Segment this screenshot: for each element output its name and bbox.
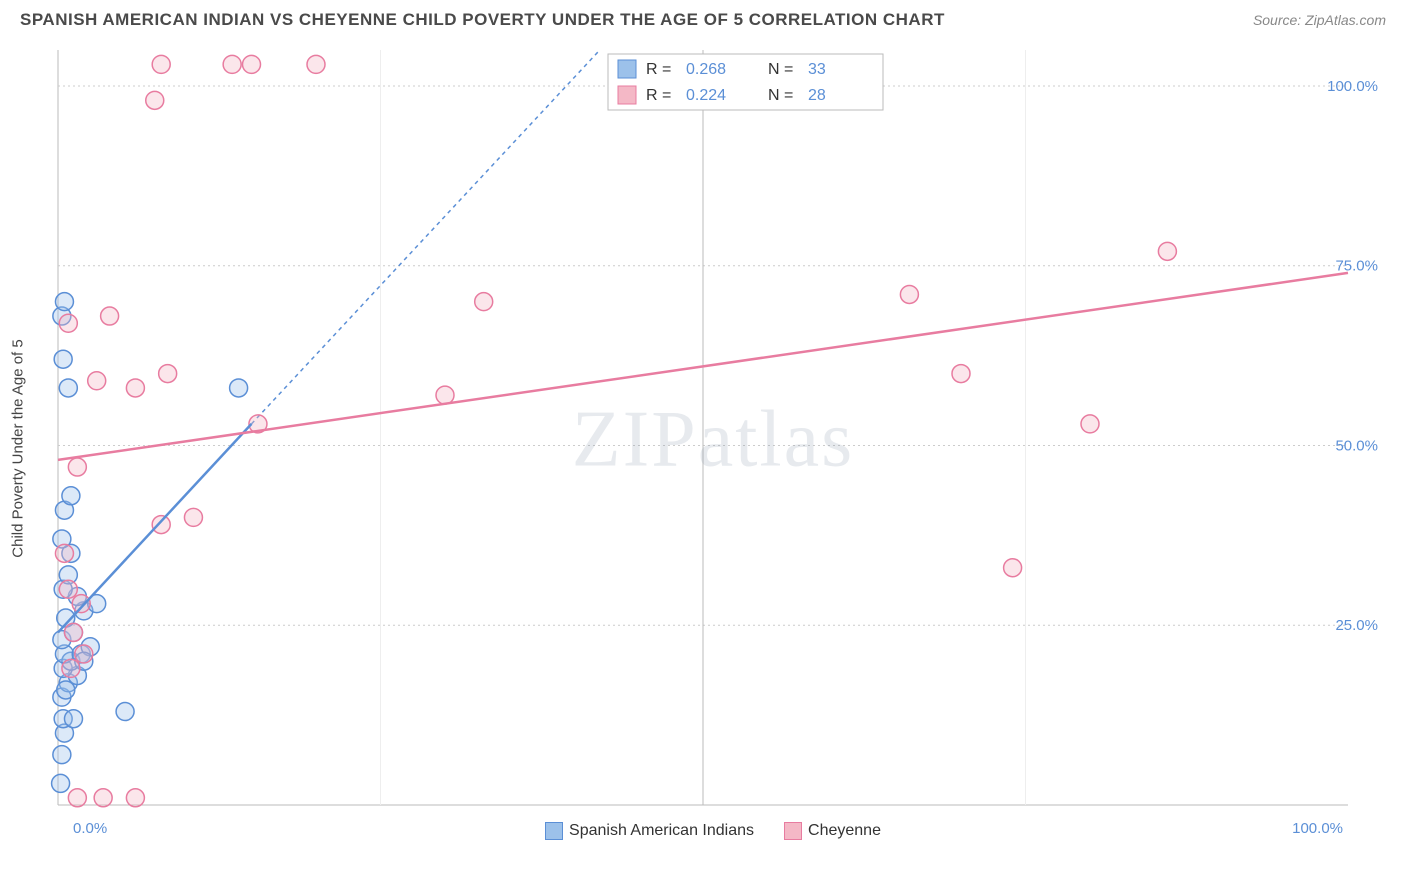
trend-line-extrapolated bbox=[252, 50, 600, 424]
data-point bbox=[94, 789, 112, 807]
data-point bbox=[126, 789, 144, 807]
data-point bbox=[1158, 242, 1176, 260]
chart-container: Child Poverty Under the Age of 5 25.0%50… bbox=[48, 40, 1378, 840]
data-point bbox=[55, 544, 73, 562]
chart-source: Source: ZipAtlas.com bbox=[1253, 12, 1386, 28]
y-tick-label: 75.0% bbox=[1335, 258, 1378, 275]
data-point bbox=[62, 659, 80, 677]
data-point bbox=[184, 508, 202, 526]
stats-r-label: R = bbox=[646, 61, 671, 78]
data-point bbox=[307, 55, 325, 73]
data-point bbox=[436, 386, 454, 404]
data-point bbox=[57, 681, 75, 699]
data-point bbox=[59, 580, 77, 598]
stats-r-value: 0.268 bbox=[686, 61, 726, 78]
scatter-plot: 25.0%50.0%75.0%100.0%0.0%100.0%R =0.268N… bbox=[48, 40, 1378, 840]
data-point bbox=[475, 293, 493, 311]
data-point bbox=[230, 379, 248, 397]
data-point bbox=[952, 365, 970, 383]
stats-r-label: R = bbox=[646, 87, 671, 104]
data-point bbox=[72, 595, 90, 613]
legend-swatch bbox=[545, 822, 563, 840]
chart-title: SPANISH AMERICAN INDIAN VS CHEYENNE CHIL… bbox=[20, 10, 945, 30]
data-point bbox=[223, 55, 241, 73]
data-point bbox=[59, 379, 77, 397]
legend-swatch bbox=[618, 86, 636, 104]
legend-label: Cheyenne bbox=[808, 822, 881, 839]
stats-n-label: N = bbox=[768, 61, 793, 78]
legend: Spanish American Indians Cheyenne bbox=[48, 822, 1378, 840]
y-tick-label: 50.0% bbox=[1335, 437, 1378, 454]
data-point bbox=[64, 623, 82, 641]
data-point bbox=[152, 516, 170, 534]
legend-swatch bbox=[618, 60, 636, 78]
data-point bbox=[243, 55, 261, 73]
data-point bbox=[126, 379, 144, 397]
data-point bbox=[75, 645, 93, 663]
legend-item: Spanish American Indians bbox=[545, 822, 754, 840]
data-point bbox=[68, 458, 86, 476]
stats-n-label: N = bbox=[768, 87, 793, 104]
data-point bbox=[68, 789, 86, 807]
data-point bbox=[53, 746, 71, 764]
stats-r-value: 0.224 bbox=[686, 87, 726, 104]
y-axis-label: Child Poverty Under the Age of 5 bbox=[10, 339, 27, 557]
stats-n-value: 33 bbox=[808, 61, 826, 78]
data-point bbox=[62, 487, 80, 505]
y-tick-label: 100.0% bbox=[1327, 78, 1378, 95]
y-tick-label: 25.0% bbox=[1335, 617, 1378, 634]
data-point bbox=[54, 350, 72, 368]
data-point bbox=[146, 91, 164, 109]
legend-swatch bbox=[784, 822, 802, 840]
legend-item: Cheyenne bbox=[784, 822, 881, 840]
data-point bbox=[1081, 415, 1099, 433]
data-point bbox=[52, 774, 70, 792]
data-point bbox=[64, 710, 82, 728]
data-point bbox=[101, 307, 119, 325]
data-point bbox=[900, 285, 918, 303]
data-point bbox=[1004, 559, 1022, 577]
data-point bbox=[59, 314, 77, 332]
data-point bbox=[159, 365, 177, 383]
data-point bbox=[55, 293, 73, 311]
data-point bbox=[116, 703, 134, 721]
legend-label: Spanish American Indians bbox=[569, 822, 754, 839]
data-point bbox=[88, 372, 106, 390]
data-point bbox=[152, 55, 170, 73]
stats-n-value: 28 bbox=[808, 87, 826, 104]
